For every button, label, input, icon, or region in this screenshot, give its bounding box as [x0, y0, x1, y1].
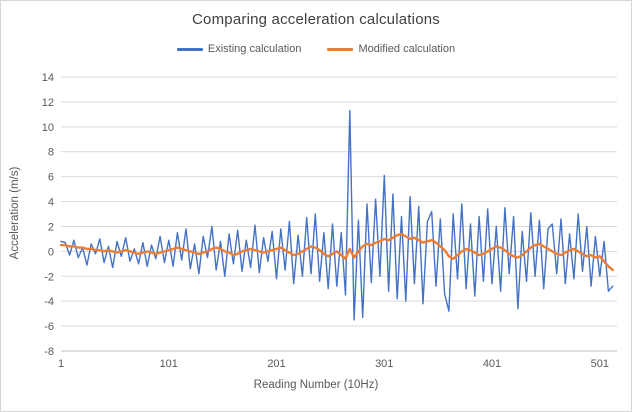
x-tick-label: 1	[58, 358, 64, 370]
y-tick-label: 10	[42, 122, 54, 134]
y-tick-label: 12	[42, 97, 54, 109]
x-tick-label: 401	[483, 358, 501, 370]
legend-label: Modified calculation	[358, 43, 456, 55]
legend-label: Existing calculation	[207, 43, 302, 55]
legend-swatch-icon	[327, 47, 354, 51]
y-tick-label: 4	[48, 197, 54, 209]
y-tick-label: -4	[44, 296, 54, 308]
legend-item-modified: Modified calculation	[327, 43, 455, 55]
series-line-modified	[59, 232, 614, 272]
x-axis-title: Reading Number (10Hz)	[253, 379, 379, 391]
y-tick-label: 2	[48, 221, 54, 233]
legend-swatch-icon	[176, 47, 203, 51]
chart-title: Comparing acceleration calculations	[192, 11, 440, 28]
y-tick-label: -2	[44, 271, 54, 283]
y-tick-label: 14	[42, 72, 54, 84]
y-tick-label: 6	[48, 172, 54, 184]
x-tick-label: 101	[160, 358, 178, 370]
y-tick-label: -6	[44, 321, 54, 333]
series-line-existing	[60, 109, 614, 321]
x-tick-label: 301	[375, 358, 393, 370]
y-tick-label: 0	[48, 246, 54, 258]
x-tick-label: 201	[267, 358, 285, 370]
x-tick-label: 501	[591, 358, 609, 370]
chart-legend: Existing calculation Modified calculation	[1, 43, 631, 55]
y-tick-label: 8	[48, 147, 54, 159]
legend-item-existing: Existing calculation	[176, 43, 302, 55]
y-tick-label: -8	[44, 346, 54, 358]
